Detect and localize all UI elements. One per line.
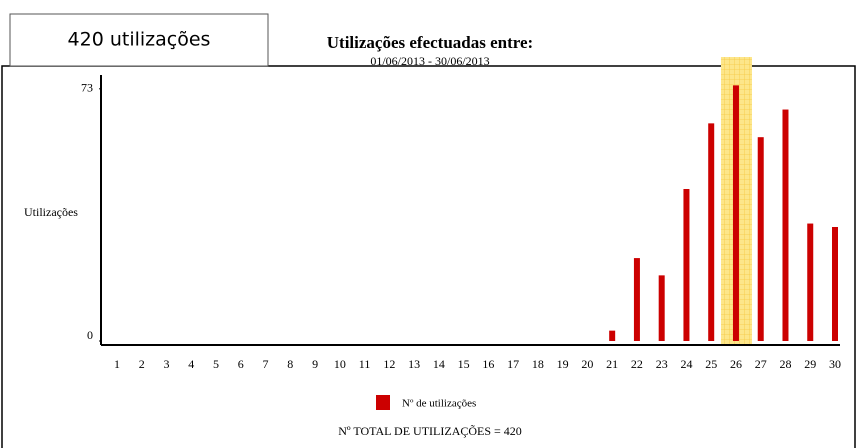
x-tick-label: 24 <box>680 357 692 371</box>
x-tick-label: 18 <box>532 357 544 371</box>
y-axis-label: Utilizações <box>24 205 78 219</box>
x-tick-label: 2 <box>139 357 145 371</box>
footer: Nº TOTAL DE UTILIZAÇÕES = 420 <box>338 424 522 438</box>
x-tick-label: 5 <box>213 357 219 371</box>
y-tick-label: 0 <box>87 328 93 342</box>
x-tick-label: 13 <box>408 357 420 371</box>
legend-swatch <box>376 395 390 410</box>
x-tick-label: 23 <box>656 357 668 371</box>
subtitle: 01/06/2013 - 30/06/2013 <box>370 54 489 68</box>
x-tick-label: 17 <box>507 357 519 371</box>
x-tick-label: 28 <box>779 357 791 371</box>
x-tick-label: 30 <box>829 357 841 371</box>
x-tick-label: 6 <box>238 357 244 371</box>
x-tick-label: 21 <box>606 357 618 371</box>
x-tick-label: 19 <box>557 357 569 371</box>
x-tick-label: 27 <box>755 357 767 371</box>
bar <box>658 275 665 341</box>
bar <box>683 189 690 341</box>
x-tick-label: 1 <box>114 357 120 371</box>
x-tick-label: 8 <box>287 357 293 371</box>
x-tick-label: 3 <box>164 357 170 371</box>
bar <box>732 85 739 341</box>
frame <box>1 65 856 448</box>
x-tick-label: 7 <box>263 357 269 371</box>
bar <box>757 137 764 341</box>
x-tick-label: 22 <box>631 357 643 371</box>
x-tick-label: 9 <box>312 357 318 371</box>
x-tick-label: 26 <box>730 357 742 371</box>
bar <box>633 258 640 341</box>
x-tick-label: 12 <box>383 357 395 371</box>
badge: 420 utilizações <box>68 29 211 51</box>
x-tick-label: 14 <box>433 357 445 371</box>
bar <box>832 227 838 341</box>
bar <box>807 223 814 341</box>
x-tick-label: 20 <box>581 357 593 371</box>
badge-box <box>9 13 269 67</box>
x-tick-label: 4 <box>188 357 194 371</box>
y-tick-label: 73 <box>81 81 93 95</box>
x-tick-label: 29 <box>804 357 816 371</box>
bar <box>609 330 616 341</box>
x-tick-label: 11 <box>359 357 371 371</box>
chart-title: Utilizações efectuadas entre: <box>327 33 533 52</box>
x-tick-label: 10 <box>334 357 346 371</box>
x-tick-label: 16 <box>482 357 494 371</box>
bar <box>782 109 789 341</box>
legend-label: Nº de utilizações <box>402 398 476 410</box>
bar <box>708 123 715 341</box>
x-tick-label: 15 <box>458 357 470 371</box>
x-tick-label: 25 <box>705 357 717 371</box>
